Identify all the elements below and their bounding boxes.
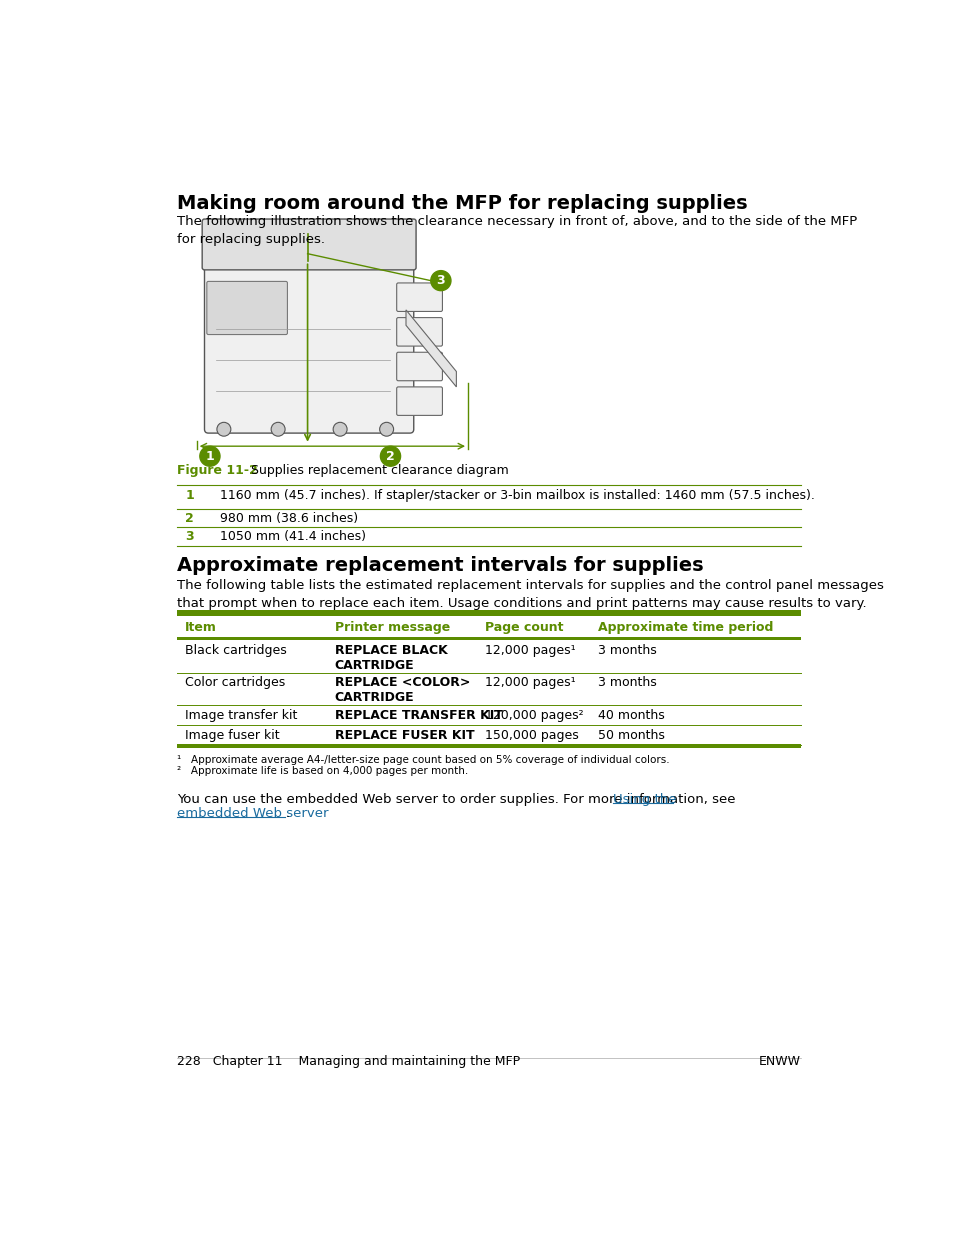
Circle shape	[216, 422, 231, 436]
FancyBboxPatch shape	[396, 387, 442, 415]
Circle shape	[271, 422, 285, 436]
Text: 150,000 pages: 150,000 pages	[484, 729, 578, 742]
FancyBboxPatch shape	[204, 256, 414, 433]
Text: Approximate time period: Approximate time period	[598, 621, 773, 634]
Text: Printer message: Printer message	[335, 621, 450, 634]
Text: 1: 1	[185, 489, 193, 501]
Text: REPLACE BLACK
CARTRIDGE: REPLACE BLACK CARTRIDGE	[335, 645, 447, 672]
Polygon shape	[406, 310, 456, 387]
Text: 3 months: 3 months	[598, 645, 657, 657]
Text: 2: 2	[386, 450, 395, 463]
Circle shape	[379, 422, 394, 436]
Text: Supplies replacement clearance diagram: Supplies replacement clearance diagram	[239, 464, 509, 477]
Circle shape	[431, 270, 451, 290]
Text: ²   Approximate life is based on 4,000 pages per month.: ² Approximate life is based on 4,000 pag…	[177, 766, 468, 776]
Text: Approximate replacement intervals for supplies: Approximate replacement intervals for su…	[177, 556, 703, 574]
Text: 40 months: 40 months	[598, 709, 664, 721]
Text: REPLACE TRANSFER KIT: REPLACE TRANSFER KIT	[335, 709, 502, 721]
Text: ¹   Approximate average A4-/letter-size page count based on 5% coverage of indiv: ¹ Approximate average A4-/letter-size pa…	[177, 755, 669, 764]
Text: 980 mm (38.6 inches): 980 mm (38.6 inches)	[220, 511, 357, 525]
Bar	[177, 745, 801, 748]
Text: Image fuser kit: Image fuser kit	[185, 729, 279, 742]
Text: 2: 2	[185, 511, 193, 525]
Text: 12,000 pages¹: 12,000 pages¹	[484, 677, 575, 689]
Bar	[177, 637, 801, 640]
Text: Black cartridges: Black cartridges	[185, 645, 287, 657]
Text: 228   Chapter 11    Managing and maintaining the MFP: 228 Chapter 11 Managing and maintaining …	[177, 1056, 520, 1068]
Circle shape	[333, 422, 347, 436]
Text: 1050 mm (41.4 inches): 1050 mm (41.4 inches)	[220, 530, 366, 543]
Text: 12,000 pages¹: 12,000 pages¹	[484, 645, 575, 657]
Circle shape	[380, 446, 400, 466]
Text: 50 months: 50 months	[598, 729, 664, 742]
Text: ENWW: ENWW	[759, 1056, 801, 1068]
Text: 3: 3	[436, 274, 445, 288]
Text: 3 months: 3 months	[598, 677, 657, 689]
Text: 1: 1	[205, 450, 214, 463]
Text: .: .	[286, 806, 290, 820]
Text: The following illustration shows the clearance necessary in front of, above, and: The following illustration shows the cle…	[177, 215, 857, 246]
Circle shape	[199, 446, 220, 466]
FancyBboxPatch shape	[207, 282, 287, 335]
Text: REPLACE FUSER KIT: REPLACE FUSER KIT	[335, 729, 474, 742]
Text: The following table lists the estimated replacement intervals for supplies and t: The following table lists the estimated …	[177, 579, 883, 610]
Text: Figure 11-2: Figure 11-2	[177, 464, 258, 477]
Text: You can use the embedded Web server to order supplies. For more information, see: You can use the embedded Web server to o…	[177, 793, 740, 806]
Text: Making room around the MFP for replacing supplies: Making room around the MFP for replacing…	[177, 194, 747, 214]
Text: Using the: Using the	[612, 793, 676, 806]
Text: 3: 3	[185, 530, 193, 543]
FancyBboxPatch shape	[396, 352, 442, 380]
FancyBboxPatch shape	[396, 283, 442, 311]
Text: Page count: Page count	[484, 621, 563, 634]
FancyBboxPatch shape	[202, 219, 416, 270]
Bar	[177, 610, 801, 615]
Text: Image transfer kit: Image transfer kit	[185, 709, 297, 721]
Text: 1160 mm (45.7 inches). If stapler/stacker or 3-bin mailbox is installed: 1460 mm: 1160 mm (45.7 inches). If stapler/stacke…	[220, 489, 814, 501]
FancyBboxPatch shape	[396, 317, 442, 346]
Text: embedded Web server: embedded Web server	[177, 806, 329, 820]
Text: Color cartridges: Color cartridges	[185, 677, 285, 689]
Text: Item: Item	[185, 621, 216, 634]
Text: 120,000 pages²: 120,000 pages²	[484, 709, 583, 721]
Text: REPLACE <COLOR>
CARTRIDGE: REPLACE <COLOR> CARTRIDGE	[335, 677, 470, 704]
